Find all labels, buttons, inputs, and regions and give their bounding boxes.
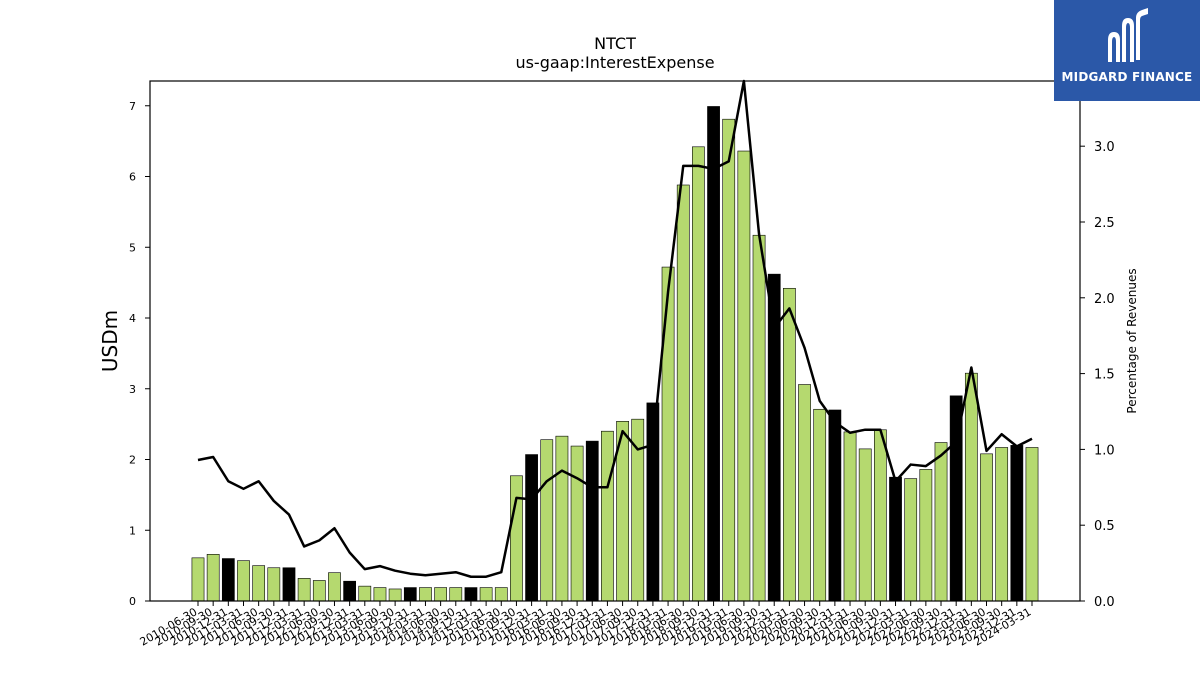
y-tick-label: 2: [129, 454, 136, 467]
y-tick-label: 6: [129, 171, 136, 184]
bar: [373, 587, 387, 602]
bar: [525, 454, 538, 602]
y2-tick-label: 2.5: [1094, 216, 1115, 231]
bar: [904, 478, 918, 602]
y2-tick-label: 0.0: [1094, 595, 1115, 610]
bar: [752, 234, 766, 602]
bar: [237, 560, 250, 602]
y-tick-label: 3: [129, 383, 136, 396]
bar: [494, 587, 508, 602]
y-tick-label: 7: [129, 100, 136, 113]
bar: [722, 118, 736, 602]
bar: [843, 431, 857, 602]
bar: [479, 587, 493, 602]
bar: [449, 587, 463, 602]
bar: [358, 585, 372, 602]
bar: [919, 469, 933, 602]
bar: [540, 439, 554, 602]
y-tick-label: 4: [129, 312, 136, 325]
percentage-line: [197, 79, 1033, 578]
chart-title: NTCT: [594, 34, 636, 53]
bar: [601, 430, 614, 602]
left-y-axis: 0 1 2 3 4 5 6 7: [129, 100, 150, 608]
bar: [464, 587, 478, 602]
logo: MIDGARD FINANCE: [1054, 0, 1200, 101]
bar: [328, 572, 341, 602]
y2-tick-label: 1.5: [1094, 368, 1115, 383]
chart-subtitle: us-gaap:InterestExpense: [515, 53, 714, 72]
bar-series: [191, 106, 1039, 602]
y2-tick-label: 2.0: [1094, 292, 1115, 307]
bar: [873, 429, 887, 602]
logo-mark-icon: [1108, 8, 1148, 62]
bar: [221, 558, 235, 602]
bar: [813, 408, 827, 602]
bar: [676, 184, 690, 602]
bar: [555, 435, 569, 602]
bar: [964, 372, 978, 602]
y2-axis-label: Percentage of Revenues: [1125, 268, 1139, 413]
bar: [737, 150, 751, 602]
bar: [282, 567, 296, 602]
bar: [783, 287, 796, 602]
bar: [585, 440, 599, 602]
bar: [388, 588, 402, 602]
bar: [312, 580, 326, 602]
bar: [980, 453, 993, 602]
y-axis-label: USDm: [98, 310, 122, 372]
x-axis: 2010-06-302010-09-302010-12-312011-03-31…: [138, 601, 1034, 649]
bar: [434, 587, 447, 602]
bar: [419, 587, 432, 602]
y2-tick-label: 1.0: [1094, 443, 1115, 458]
bar: [995, 447, 1009, 602]
bar: [858, 448, 872, 602]
bar: [798, 384, 811, 602]
bar: [206, 554, 220, 602]
bar: [510, 475, 523, 602]
bar: [631, 418, 645, 602]
y2-tick-label: 0.5: [1094, 519, 1115, 534]
bar: [252, 565, 266, 602]
logo-text: MIDGARD FINANCE: [1061, 70, 1193, 84]
bar: [570, 445, 584, 602]
bar: [267, 567, 281, 602]
bar: [661, 266, 675, 602]
bar: [1025, 447, 1039, 602]
bar: [889, 476, 902, 602]
y-tick-label: 1: [129, 524, 136, 537]
bar: [692, 146, 705, 602]
bar: [707, 106, 720, 602]
right-y-axis: 0.0 0.5 1.0 1.5 2.0 2.5 3.0: [1080, 140, 1115, 610]
bar: [828, 409, 842, 602]
y2-tick-label: 3.0: [1094, 140, 1115, 155]
bar: [1010, 445, 1024, 602]
bar: [403, 587, 417, 602]
plot-frame: [149, 80, 1081, 602]
percentage-line-series: [197, 79, 1033, 578]
bar: [297, 578, 311, 602]
bar: [343, 580, 357, 602]
bar: [191, 557, 205, 602]
y-tick-label: 0: [129, 595, 136, 608]
bar: [934, 442, 948, 602]
y-tick-label: 5: [129, 241, 136, 254]
